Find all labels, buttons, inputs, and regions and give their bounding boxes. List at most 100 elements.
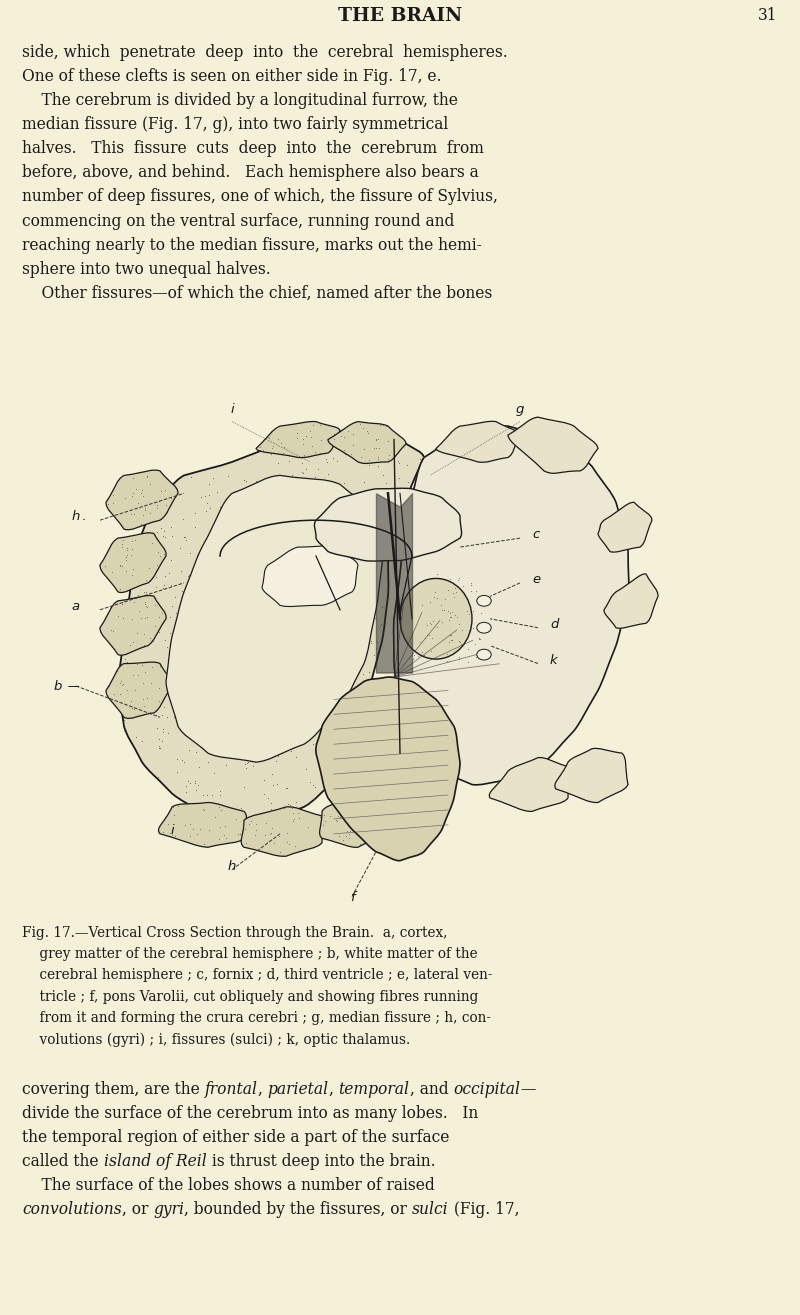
Point bbox=[358, 427, 370, 448]
Point bbox=[345, 423, 358, 444]
Point bbox=[125, 633, 138, 654]
Point bbox=[286, 798, 298, 819]
Text: gyri: gyri bbox=[154, 1202, 184, 1218]
Point bbox=[150, 555, 163, 576]
Point bbox=[197, 798, 210, 819]
Point bbox=[248, 825, 261, 846]
Point bbox=[309, 777, 322, 798]
Point bbox=[328, 423, 341, 444]
Point bbox=[340, 707, 353, 729]
Point bbox=[157, 577, 170, 598]
Point bbox=[267, 435, 280, 456]
Point bbox=[198, 834, 210, 855]
Point bbox=[382, 517, 394, 538]
PathPatch shape bbox=[316, 677, 460, 861]
Text: convolutions: convolutions bbox=[22, 1202, 122, 1218]
Point bbox=[158, 479, 171, 500]
Point bbox=[371, 631, 384, 652]
Point bbox=[114, 555, 126, 576]
PathPatch shape bbox=[106, 661, 172, 718]
Point bbox=[190, 544, 203, 565]
Point bbox=[172, 605, 185, 626]
Point bbox=[262, 788, 274, 809]
Point bbox=[278, 480, 291, 501]
Point bbox=[203, 530, 216, 551]
Point bbox=[115, 537, 128, 558]
Point bbox=[347, 423, 360, 444]
Text: One of these clefts is seen on either side in Fig. 17, e.: One of these clefts is seen on either si… bbox=[22, 68, 442, 85]
Point bbox=[195, 661, 208, 682]
Point bbox=[350, 629, 362, 650]
Point bbox=[175, 580, 188, 601]
Point bbox=[359, 592, 372, 613]
Point bbox=[152, 697, 165, 718]
Point bbox=[400, 454, 413, 475]
Text: the temporal region of either side a part of the surface: the temporal region of either side a par… bbox=[22, 1130, 450, 1147]
Point bbox=[178, 634, 191, 655]
Point bbox=[330, 810, 342, 831]
Text: before, above, and behind.   Each hemisphere also bears a: before, above, and behind. Each hemisphe… bbox=[22, 164, 479, 181]
Point bbox=[126, 609, 138, 630]
Point bbox=[309, 559, 322, 580]
Point bbox=[258, 584, 270, 605]
PathPatch shape bbox=[314, 488, 462, 562]
Point bbox=[153, 738, 166, 759]
Point bbox=[237, 469, 250, 490]
Point bbox=[229, 734, 242, 755]
Point bbox=[453, 648, 466, 669]
Point bbox=[330, 531, 343, 552]
Point bbox=[382, 444, 395, 466]
Point bbox=[461, 601, 474, 622]
Point bbox=[354, 834, 366, 855]
Point bbox=[415, 594, 428, 615]
Point bbox=[178, 527, 190, 548]
Point bbox=[176, 600, 189, 621]
Point bbox=[271, 684, 284, 705]
Point bbox=[214, 700, 226, 721]
Point bbox=[138, 635, 150, 656]
Point bbox=[150, 717, 163, 738]
Point bbox=[126, 558, 139, 579]
Point bbox=[193, 757, 206, 778]
Point bbox=[136, 630, 149, 651]
Point bbox=[192, 562, 205, 583]
Point bbox=[102, 676, 115, 697]
Point bbox=[442, 650, 455, 671]
Point bbox=[234, 667, 246, 688]
Point bbox=[138, 696, 150, 717]
Point bbox=[277, 700, 290, 721]
Point bbox=[272, 746, 285, 767]
Point bbox=[114, 671, 127, 692]
Point bbox=[339, 789, 352, 810]
Point bbox=[146, 533, 158, 554]
Point bbox=[138, 623, 150, 644]
Point bbox=[363, 517, 376, 538]
Point bbox=[333, 600, 346, 621]
Point bbox=[128, 679, 141, 700]
Point bbox=[290, 427, 303, 448]
Point bbox=[365, 631, 378, 652]
Text: 31: 31 bbox=[758, 7, 778, 24]
Point bbox=[365, 633, 378, 654]
Point bbox=[342, 421, 354, 442]
Point bbox=[321, 531, 334, 552]
Point bbox=[338, 743, 350, 764]
Point bbox=[320, 473, 333, 494]
Point bbox=[150, 497, 163, 518]
Point bbox=[339, 559, 352, 580]
Point bbox=[454, 634, 467, 655]
Point bbox=[178, 814, 191, 835]
Point bbox=[136, 479, 149, 500]
Point bbox=[295, 462, 308, 483]
Point bbox=[346, 421, 358, 442]
Point bbox=[435, 611, 448, 633]
Point bbox=[266, 496, 279, 517]
Point bbox=[244, 664, 257, 685]
Point bbox=[139, 661, 152, 682]
Point bbox=[202, 717, 214, 738]
Point bbox=[130, 654, 143, 675]
Point bbox=[457, 576, 470, 597]
Point bbox=[302, 838, 314, 859]
Point bbox=[314, 588, 326, 609]
Point bbox=[320, 483, 333, 504]
